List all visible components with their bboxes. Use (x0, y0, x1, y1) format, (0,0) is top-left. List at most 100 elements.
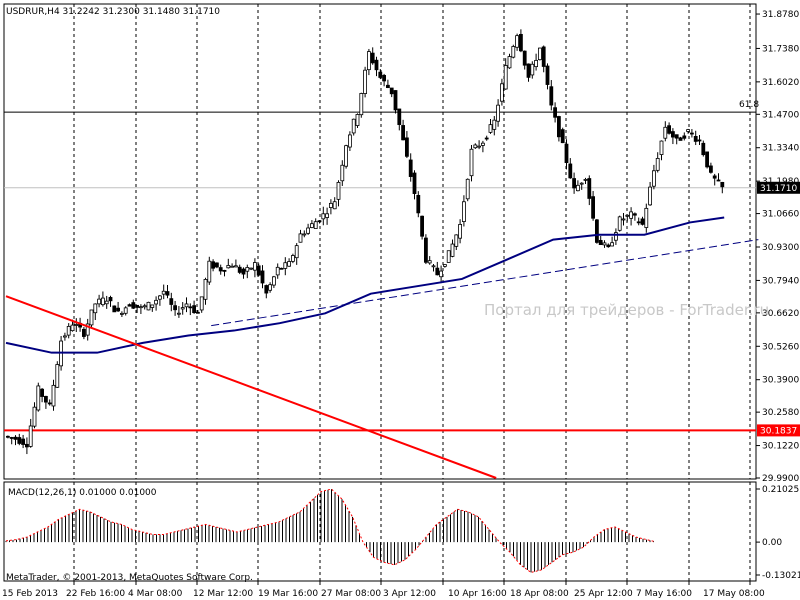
candle-body (404, 137, 409, 157)
candle-body (89, 309, 94, 326)
candle-body (302, 233, 307, 236)
candle-body (458, 224, 463, 239)
candle-body (28, 425, 33, 447)
candle-body (439, 270, 444, 278)
resistance-red-trendline[interactable] (5, 295, 497, 479)
candle-body (184, 303, 189, 308)
candle-body (385, 84, 390, 89)
candle-body (142, 305, 147, 308)
moving-average-line (5, 216, 725, 354)
candle-body (146, 301, 151, 311)
candle-body (313, 221, 318, 229)
candle-body (268, 284, 273, 291)
price-panel[interactable]: 31.878031.738031.602031.470031.334031.19… (2, 3, 800, 599)
candle-body (549, 86, 554, 106)
candle-body (423, 237, 428, 263)
candle-body (435, 267, 440, 276)
candle-body (6, 435, 10, 438)
y-tick-label: 30.7940 (762, 276, 799, 286)
candle-body (652, 170, 656, 187)
candle-body (636, 221, 641, 224)
candle-body (686, 129, 690, 132)
candle-body (85, 323, 90, 336)
candle-body (154, 299, 159, 305)
candle-body (576, 184, 580, 192)
candle-body (157, 295, 162, 300)
y-tick-label: 30.1220 (762, 442, 799, 452)
candle-body (595, 219, 599, 243)
macd-frame (3, 481, 757, 582)
candle-body (321, 213, 326, 220)
candle-body (116, 307, 120, 312)
support-dashed-trendline[interactable] (211, 239, 759, 327)
macd-title: MACD(12,26,1) 0.01000 0.01000 (8, 488, 157, 498)
candle-body (74, 324, 79, 326)
candle-body (82, 328, 86, 337)
candle-body (560, 129, 565, 144)
candle-body (347, 134, 352, 148)
candle-body (351, 118, 356, 134)
candle-body (93, 303, 98, 314)
candle-body (306, 227, 311, 234)
macd-panel[interactable]: 0.21025 0.00 -0.13021 (3, 481, 800, 582)
candle-body (503, 65, 508, 90)
x-tick-label: 27 Mar 08:00 (321, 589, 381, 599)
candle-body (150, 304, 155, 308)
candle-body (663, 126, 668, 139)
candle-body (271, 276, 276, 286)
candle-body (545, 65, 550, 85)
candle-body (671, 131, 675, 138)
candle-body (169, 298, 174, 305)
candle-body (131, 302, 136, 309)
candle-body (218, 267, 223, 272)
candle-body (442, 264, 447, 267)
candle-body (55, 364, 60, 388)
candle-body (36, 385, 41, 411)
candle-body (370, 52, 375, 64)
x-tick-label: 12 Mar 12:00 (193, 589, 253, 599)
candle-body (709, 165, 713, 173)
candle-body (480, 142, 485, 146)
candle-body (431, 265, 436, 268)
candle-body (120, 312, 124, 315)
y-tick-label: 31.3340 (762, 144, 799, 154)
y-tick-label: 31.6020 (762, 78, 799, 88)
candle-body (245, 267, 250, 272)
x-tick-label: 25 Apr 12:00 (574, 589, 633, 599)
candle-body (484, 137, 489, 140)
candle-body (21, 438, 26, 445)
candle-body (408, 159, 413, 177)
candle-body (366, 51, 371, 71)
candle-body (165, 291, 170, 296)
candle-body (241, 268, 246, 275)
candle-body (211, 261, 216, 269)
y-tick-label: 31.0660 (762, 210, 799, 220)
candle-body (564, 143, 569, 164)
candle-body (47, 402, 52, 405)
candle-body (44, 395, 48, 403)
candle-body (290, 255, 295, 262)
candle-body (374, 59, 379, 71)
candle-body (393, 90, 398, 111)
candle-body (450, 243, 455, 257)
candle-body (359, 93, 364, 116)
candle-body (260, 270, 265, 284)
candle-body (70, 324, 75, 332)
macd-y-tick-label: 0.00 (762, 538, 782, 548)
level-price-box (757, 424, 800, 437)
x-tick-label: 15 Feb 2013 (2, 589, 58, 599)
watermark: Портал для трейдеров - ForTrader.ru (484, 301, 769, 319)
candle-body (325, 213, 330, 218)
y-tick-label: 30.2580 (762, 408, 799, 418)
candle-body (275, 266, 280, 276)
candle-body (230, 265, 235, 268)
candle-body (720, 181, 725, 188)
candle-body (499, 83, 504, 102)
candle-body (587, 178, 592, 199)
candle-body (226, 265, 231, 269)
y-tick-label: 30.3900 (762, 376, 799, 386)
candle-body (340, 164, 345, 182)
candle-body (412, 172, 417, 194)
